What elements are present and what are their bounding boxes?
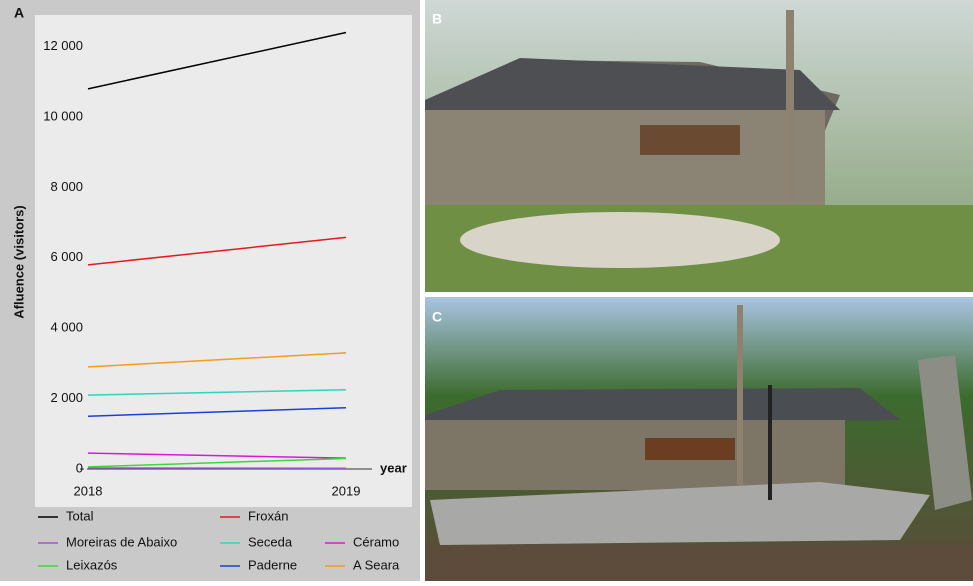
panel-label: C — [432, 309, 442, 325]
y-tick-label: 12 000 — [43, 38, 83, 53]
photo-b: B — [425, 0, 973, 292]
legend-label: Paderne — [248, 557, 297, 572]
x-tick-label: 2019 — [332, 483, 361, 498]
x-tick-label: 2018 — [74, 483, 103, 498]
legend-label: Froxán — [248, 508, 288, 523]
y-tick-label: 8 000 — [50, 179, 83, 194]
y-tick-label: 4 000 — [50, 320, 83, 335]
legend-label: Total — [66, 508, 94, 523]
legend-label: Céramo — [353, 534, 399, 549]
y-tick-label: 2 000 — [50, 390, 83, 405]
legend-label: Seceda — [248, 534, 293, 549]
y-tick-label: 10 000 — [43, 108, 83, 123]
panel-label: A — [14, 5, 24, 21]
figure: A Afluence (visitors) year B C 0 2 000 4 0… — [0, 0, 973, 581]
legend-label: Leixazós — [66, 557, 118, 572]
photo-c: C — [425, 297, 973, 581]
y-tick-label: 0 — [76, 460, 83, 475]
legend-label: A Seara — [353, 557, 400, 572]
y-tick-label: 6 000 — [50, 249, 83, 264]
legend-label: Moreiras de Abaixo — [66, 534, 177, 549]
x-axis-label: year — [380, 460, 407, 475]
panel-label: B — [432, 11, 442, 27]
y-axis-label: Afluence (visitors) — [11, 205, 26, 318]
